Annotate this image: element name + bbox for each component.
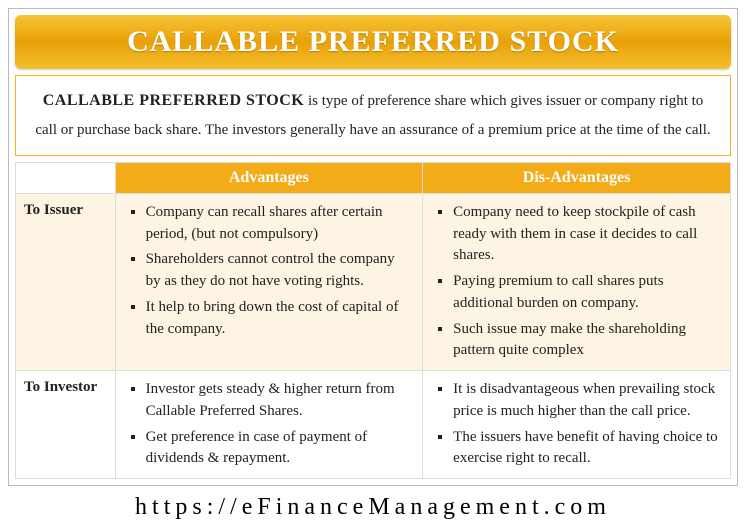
table-row-investor: To Investor Investor gets steady & highe… — [16, 371, 731, 479]
issuer-disadvantages-list: Company need to keep stockpile of cash r… — [427, 200, 720, 364]
row-label-investor: To Investor — [16, 371, 116, 479]
investor-disadvantages-cell: It is disadvantageous when prevailing st… — [423, 371, 731, 479]
issuer-advantages-cell: Company can recall shares after certain … — [115, 193, 423, 370]
list-item: Such issue may make the shareholding pat… — [453, 317, 720, 365]
list-item: Paying premium to call shares puts addit… — [453, 269, 720, 317]
investor-advantages-list: Investor gets steady & higher return fro… — [120, 377, 413, 472]
list-item: Get preference in case of payment of div… — [146, 425, 413, 473]
list-item: It help to bring down the cost of capita… — [146, 295, 413, 343]
title-banner: CALLABLE PREFERRED STOCK — [15, 15, 731, 69]
header-disadvantages: Dis-Advantages — [423, 162, 731, 193]
list-item: It is disadvantageous when prevailing st… — [453, 377, 720, 425]
infographic-container: CALLABLE PREFERRED STOCK CALLABLE PREFER… — [8, 8, 738, 486]
footer-url: https://eFinanceManagement.com — [8, 486, 738, 523]
definition-box: CALLABLE PREFERRED STOCK is type of pref… — [15, 75, 731, 156]
investor-disadvantages-list: It is disadvantageous when prevailing st… — [427, 377, 720, 472]
investor-advantages-cell: Investor gets steady & higher return fro… — [115, 371, 423, 479]
comparison-table: Advantages Dis-Advantages To Issuer Comp… — [15, 162, 731, 479]
list-item: Company need to keep stockpile of cash r… — [453, 200, 720, 269]
issuer-advantages-list: Company can recall shares after certain … — [120, 200, 413, 343]
issuer-disadvantages-cell: Company need to keep stockpile of cash r… — [423, 193, 731, 370]
table-header-row: Advantages Dis-Advantages — [16, 162, 731, 193]
table-row-issuer: To Issuer Company can recall shares afte… — [16, 193, 731, 370]
header-blank — [16, 162, 116, 193]
list-item: Company can recall shares after certain … — [146, 200, 413, 248]
list-item: Investor gets steady & higher return fro… — [146, 377, 413, 425]
list-item: Shareholders cannot control the company … — [146, 247, 413, 295]
page-title: CALLABLE PREFERRED STOCK — [29, 25, 717, 59]
row-label-issuer: To Issuer — [16, 193, 116, 370]
header-advantages: Advantages — [115, 162, 423, 193]
definition-term: CALLABLE PREFERRED STOCK — [43, 92, 305, 109]
list-item: The issuers have benefit of having choic… — [453, 425, 720, 473]
